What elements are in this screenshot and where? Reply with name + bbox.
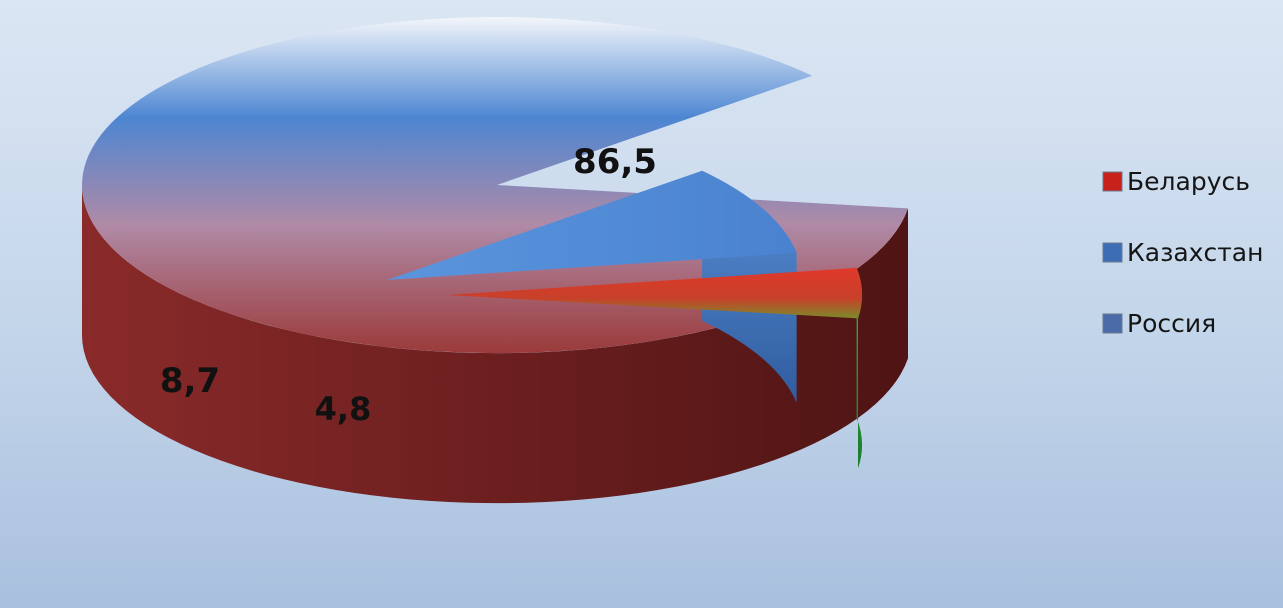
- slice-russia: [82, 17, 908, 354]
- data-label-belarus: 4,8: [315, 390, 372, 428]
- legend-label-kazakhstan: Казахстан: [1127, 238, 1263, 267]
- data-label-russia: 86,5: [573, 142, 657, 182]
- legend-marker-kazakhstan: [1102, 242, 1123, 263]
- slice-belarus: [447, 267, 863, 319]
- data-label-kazakhstan: 8,7: [160, 361, 220, 401]
- slice-side-russia: [81, 185, 908, 504]
- legend-marker-belarus: [1102, 171, 1123, 192]
- legend-marker-russia: [1102, 313, 1123, 334]
- legend: Беларусь Казахстан Россия: [1102, 167, 1263, 338]
- legend-label-belarus: Беларусь: [1127, 167, 1250, 196]
- slice-kazakhstan: [387, 170, 797, 280]
- legend-label-russia: Россия: [1127, 309, 1216, 338]
